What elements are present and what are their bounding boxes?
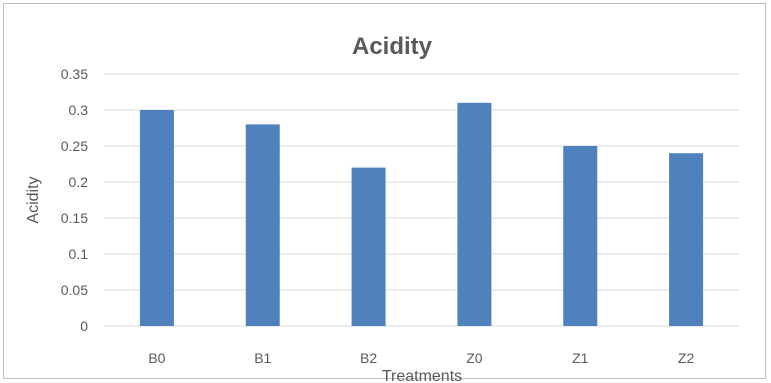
y-tick-label: 0.1 — [69, 246, 89, 262]
x-axis-title: Treatments — [382, 368, 462, 383]
x-tick-label: B0 — [148, 350, 165, 366]
y-tick-label: 0.2 — [69, 174, 89, 190]
y-axis-title: Acidity — [25, 176, 42, 223]
x-tick-label: Z2 — [678, 350, 695, 366]
bars — [139, 102, 704, 327]
y-axis-tick-labels: 0 0.05 0.1 0.15 0.2 0.25 0.3 0.35 — [61, 66, 88, 334]
chart-title: Acidity — [352, 33, 433, 60]
bar-b1 — [245, 124, 280, 327]
x-axis-tick-labels: B0 B1 B2 Z0 Z1 Z2 — [148, 350, 694, 366]
y-tick-label: 0.05 — [61, 282, 88, 298]
x-tick-label: Z0 — [466, 350, 483, 366]
x-tick-label: B2 — [360, 350, 377, 366]
bar-b2 — [351, 167, 386, 326]
grid-lines — [104, 73, 739, 327]
y-tick-label: 0 — [80, 318, 88, 334]
y-tick-label: 0.3 — [69, 102, 89, 118]
y-tick-label: 0.15 — [61, 210, 88, 226]
bar-z1 — [563, 146, 598, 326]
bar-b0 — [139, 110, 174, 326]
x-tick-label: B1 — [254, 350, 271, 366]
bar-z0 — [457, 102, 492, 326]
y-tick-label: 0.35 — [61, 66, 88, 82]
y-tick-label: 0.25 — [61, 138, 88, 154]
bar-z2 — [669, 153, 704, 326]
x-tick-label: Z1 — [572, 350, 589, 366]
